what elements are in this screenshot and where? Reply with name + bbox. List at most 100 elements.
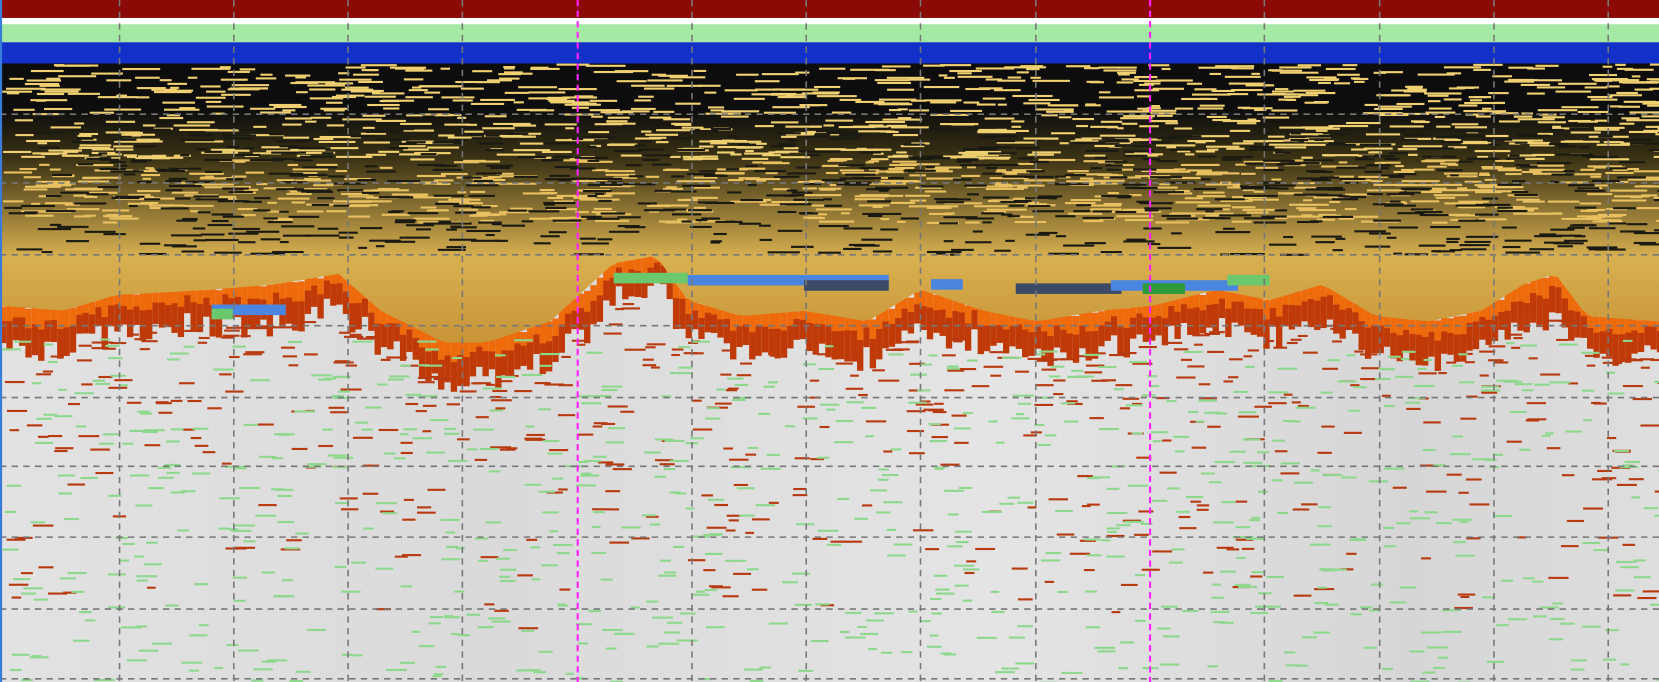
- green-speckle: [108, 357, 123, 360]
- bottom-echo: [158, 302, 166, 328]
- green-speckle: [1317, 586, 1327, 589]
- dark-streak: [1460, 248, 1487, 251]
- green-speckle: [435, 665, 447, 668]
- green-speckle: [947, 545, 963, 548]
- red-speckle: [144, 444, 161, 447]
- bottom-echo: [545, 341, 553, 372]
- green-speckle: [261, 571, 275, 574]
- plankton-streak: [1424, 92, 1462, 95]
- dark-streak: [66, 240, 89, 243]
- dark-streak: [361, 191, 380, 194]
- plankton-streak: [1305, 127, 1341, 130]
- dark-streak: [737, 143, 757, 146]
- green-speckle: [664, 571, 677, 574]
- plankton-streak: [754, 80, 780, 83]
- dark-streak: [1092, 210, 1112, 213]
- red-speckle: [37, 435, 49, 438]
- plankton-streak: [765, 172, 778, 175]
- dark-streak: [1082, 216, 1114, 219]
- plankton-streak: [1529, 144, 1555, 147]
- green-speckle: [1613, 450, 1630, 453]
- plankton-streak: [1032, 79, 1070, 82]
- green-speckle: [1533, 615, 1547, 618]
- green-speckle: [755, 504, 776, 507]
- bottom-echo: [1149, 302, 1156, 320]
- plankton-streak: [36, 180, 71, 183]
- bottom-echo: [1250, 291, 1257, 311]
- dark-streak: [375, 138, 409, 141]
- green-speckle: [451, 633, 461, 636]
- red-speckle: [108, 386, 128, 389]
- green-speckle: [4, 510, 17, 514]
- plankton-streak: [821, 164, 847, 167]
- dark-streak: [1548, 143, 1568, 146]
- plankton-streak: [1421, 160, 1445, 163]
- red-speckle: [1488, 359, 1504, 362]
- green-speckle: [110, 374, 126, 377]
- dark-streak: [848, 243, 876, 247]
- green-speckle: [1055, 509, 1073, 513]
- green-speckle: [575, 677, 586, 680]
- bottom-echo: [1110, 303, 1118, 318]
- red-speckle: [170, 399, 183, 402]
- red-speckle: [356, 337, 375, 340]
- plankton-streak: [1491, 112, 1519, 115]
- dark-streak: [139, 252, 167, 256]
- plankton-streak: [607, 116, 630, 119]
- green-speckle: [1359, 606, 1373, 609]
- dark-streak: [791, 245, 814, 248]
- bottom-echo: [1193, 307, 1200, 336]
- dark-streak: [110, 170, 144, 173]
- plankton-streak: [658, 74, 688, 77]
- dark-streak: [545, 206, 567, 210]
- plankton-streak: [1138, 83, 1154, 86]
- red-speckle: [1631, 358, 1644, 362]
- bottom-echo: [469, 335, 477, 355]
- plankton-streak: [1535, 64, 1559, 67]
- bottom-echo: [438, 359, 445, 390]
- red-speckle: [603, 332, 622, 335]
- plankton-streak: [410, 158, 435, 161]
- green-speckle: [1107, 530, 1117, 534]
- green-speckle: [1455, 554, 1476, 557]
- bottom-echo: [1415, 334, 1422, 366]
- plankton-streak: [1656, 219, 1659, 222]
- bottom-echo: [425, 332, 432, 355]
- green-speckle: [954, 530, 972, 533]
- green-speckle: [709, 533, 723, 536]
- dark-streak: [843, 227, 873, 230]
- dark-streak: [1259, 131, 1274, 135]
- green-speckle: [142, 430, 158, 434]
- red-speckle: [245, 351, 265, 354]
- bottom-echo: [1491, 315, 1499, 341]
- red-speckle: [1460, 595, 1470, 599]
- green-speckle: [1395, 375, 1414, 378]
- red-speckle: [35, 373, 51, 376]
- red-speckle: [405, 402, 419, 406]
- red-speckle: [1196, 508, 1209, 511]
- red-speckle: [221, 462, 232, 465]
- green-speckle: [542, 511, 559, 514]
- green-speckle: [364, 406, 382, 409]
- bottom-echo: [742, 310, 750, 327]
- red-speckle: [6, 538, 26, 541]
- dark-streak: [828, 137, 860, 140]
- plankton-streak: [1144, 82, 1161, 85]
- red-speckle: [289, 321, 303, 324]
- plankton-streak: [55, 64, 90, 67]
- dark-streak: [1038, 195, 1063, 198]
- plankton-streak: [781, 135, 797, 138]
- plankton-streak: [82, 176, 121, 179]
- plankton-streak: [162, 101, 195, 104]
- red-speckle: [909, 362, 925, 365]
- green-speckle: [854, 517, 868, 520]
- dark-streak: [1109, 176, 1128, 179]
- dark-streak: [485, 134, 500, 137]
- bottom-echo: [1053, 310, 1061, 328]
- green-speckle: [1341, 476, 1357, 479]
- bottom-echo: [69, 307, 77, 328]
- plankton-streak: [649, 116, 672, 119]
- dark-streak: [745, 164, 758, 168]
- dark-streak: [1464, 240, 1491, 244]
- red-speckle: [964, 571, 975, 575]
